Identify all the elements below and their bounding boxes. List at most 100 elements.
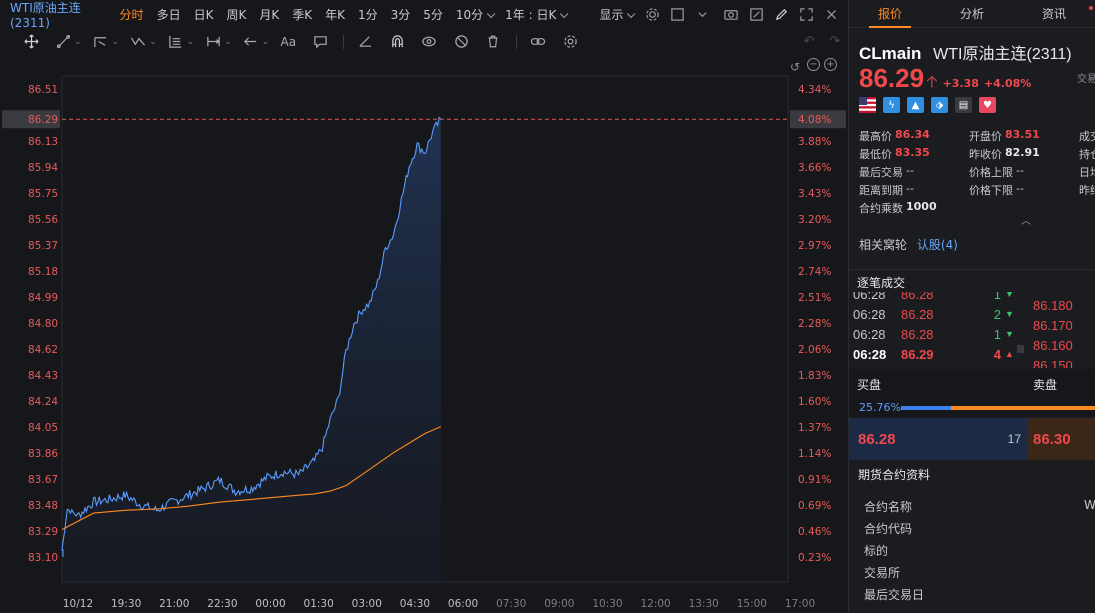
x-tick-label: 01:30	[304, 598, 334, 610]
wave-tool-icon[interactable]	[129, 33, 147, 51]
last-price-badge	[2, 110, 60, 129]
timeframe-3min[interactable]: 3分	[390, 8, 411, 22]
doc-icon[interactable]: ▤	[955, 97, 972, 113]
stat-label: 距离到期	[859, 184, 903, 197]
chevron-down-icon[interactable]: ⌄	[261, 36, 270, 47]
related-link[interactable]: 认股(4)	[916, 238, 958, 252]
measure-tool-icon[interactable]	[204, 33, 222, 51]
text-tool-icon[interactable]: Aa	[280, 34, 297, 49]
drawing-toolbar: ⌄ ⌄ ⌄ ⌄ ⌄ ⌄ Aa	[0, 29, 848, 54]
display-dropdown[interactable]: 显示	[599, 6, 632, 23]
fullscreen-icon[interactable]	[799, 7, 814, 23]
list-item: 06:28 86.29 4 ▲	[853, 344, 1023, 364]
trade-label[interactable]: 交易	[1077, 74, 1095, 85]
link-icon[interactable]	[529, 33, 547, 51]
timeframe-weekly[interactable]: 周K	[226, 8, 247, 22]
line-tool-icon[interactable]	[54, 33, 72, 51]
settings-gear-icon[interactable]	[645, 7, 660, 23]
stat-value: --	[1016, 164, 1024, 177]
timeframe-monthly[interactable]: 月K	[259, 8, 280, 22]
bid-box[interactable]: 86.28 17	[849, 418, 1027, 460]
magnet-icon[interactable]	[388, 33, 406, 51]
y-tick-label: 85.75	[28, 188, 58, 200]
chart-icon[interactable]: ▲	[907, 97, 924, 113]
undo-icon[interactable]: ↶	[803, 34, 815, 49]
info-label: 标的	[864, 544, 889, 558]
arrow-tool-icon[interactable]	[242, 33, 260, 51]
bid-price: 86.28	[858, 430, 896, 448]
list-item: 06:28 86.28 2 ▼	[853, 304, 1023, 324]
list-item: 合约代码	[864, 520, 1095, 542]
timeframe-10min-dropdown[interactable]: 10分	[456, 6, 492, 23]
close-icon[interactable]	[824, 7, 838, 23]
chart-title[interactable]: WTI原油主连(2311)	[10, 1, 81, 30]
bid-ask-ratio: 25.76%	[849, 399, 1095, 417]
list-item: 标的	[864, 542, 1095, 564]
timeframe-yearly[interactable]: 年K	[325, 8, 345, 22]
y-tick-label: 84.43	[28, 370, 58, 382]
reset-icon[interactable]: ↺	[790, 60, 801, 74]
ticks-header: 逐笔成交	[849, 269, 1095, 295]
pct-tick-label: 2.06%	[798, 344, 831, 356]
fib-tool-icon[interactable]	[167, 33, 185, 51]
stat-label: 昨结	[1079, 184, 1095, 197]
related-warrants: 相关窝轮 认股(4)	[859, 236, 958, 253]
edit-box-icon[interactable]	[749, 7, 764, 23]
price-chart[interactable]: 86.51 4.34% 86.29 4.08% 86.13 3.88% 85.94 3.66%…	[0, 54, 848, 613]
lightning-icon[interactable]: ϟ	[883, 97, 900, 113]
timeframe-daily[interactable]: 日K	[193, 8, 214, 22]
tab-quote[interactable]: 报价	[849, 0, 931, 28]
heart-icon[interactable]: ♥	[979, 97, 996, 113]
scroll-marker[interactable]	[1017, 345, 1024, 353]
note-tool-icon[interactable]	[311, 33, 329, 51]
zoom-out-icon[interactable]: −	[807, 58, 820, 71]
contract-info-list: 合约名称 W 合约代码 标的 交易所 最后交易日	[864, 498, 1095, 608]
chevron-down-icon[interactable]	[695, 7, 709, 23]
pencil-icon[interactable]	[774, 7, 789, 23]
timeframe-intraday[interactable]: 分时	[119, 8, 144, 22]
chevron-up-icon[interactable]: ︿	[1021, 216, 1031, 227]
pct-tick-label: 2.97%	[798, 240, 831, 252]
stat-label: 价格上限	[969, 166, 1013, 179]
last-pct-badge-label: 4.08%	[798, 114, 831, 126]
tick-time: 06:28	[853, 292, 886, 302]
stat-label: 日均	[1079, 166, 1095, 179]
chevron-down-icon[interactable]: ⌄	[111, 36, 120, 47]
pct-tick-label: 1.14%	[798, 448, 831, 460]
timeframe-multiday[interactable]: 多日	[156, 8, 181, 22]
move-icon[interactable]	[22, 33, 40, 51]
timeframe-5min[interactable]: 5分	[423, 8, 443, 22]
gear-icon[interactable]	[561, 33, 579, 51]
camera-icon[interactable]	[723, 7, 739, 23]
toolbar-divider	[343, 34, 345, 49]
hide-icon[interactable]	[452, 33, 470, 51]
tick-list[interactable]: 06:28 86.28 1 ▼ 06:28 86.28 2 ▼ 06:28 86…	[853, 292, 1023, 368]
redo-icon[interactable]: ↷	[829, 34, 841, 49]
chevron-down-icon[interactable]: ⌄	[149, 36, 157, 47]
layout-icon[interactable]	[670, 7, 685, 23]
timeframe-quarterly[interactable]: 季K	[292, 8, 313, 22]
plot-area[interactable]: 86.51 4.34% 86.29 4.08% 86.13 3.88% 85.94 3.66%…	[0, 54, 848, 613]
range-dropdown[interactable]: 1年 : 日K	[505, 6, 565, 23]
trash-icon[interactable]	[484, 33, 502, 51]
stat-value: --	[906, 164, 914, 177]
y-tick-label: 85.18	[28, 266, 58, 278]
ruler-icon[interactable]	[356, 33, 374, 51]
tab-analysis[interactable]: 分析	[959, 6, 984, 21]
tab-news[interactable]: 资讯	[1041, 6, 1066, 21]
timeframe-1min[interactable]: 1分	[357, 8, 378, 22]
chevron-down-icon[interactable]: ⌄	[224, 36, 232, 47]
ask-box[interactable]: 86.30	[1027, 418, 1095, 460]
channel-tool-icon[interactable]	[92, 33, 110, 51]
chevron-down-icon[interactable]: ⌄	[74, 36, 82, 47]
y-tick-label: 83.10	[28, 552, 58, 564]
tag-icon[interactable]: ⬗	[931, 97, 948, 113]
chevron-down-icon[interactable]: ⌄	[186, 36, 195, 47]
ask-price: 86.30	[1033, 430, 1071, 448]
pct-tick-label: 2.28%	[798, 318, 831, 330]
zoom-in-icon[interactable]: +	[824, 58, 837, 71]
y-tick-label: 83.48	[28, 500, 58, 512]
eye-icon[interactable]	[420, 33, 438, 51]
bid-size: 17	[1007, 432, 1021, 446]
price-ladder: 86.180 86.170 86.160 86.150	[1033, 296, 1095, 368]
